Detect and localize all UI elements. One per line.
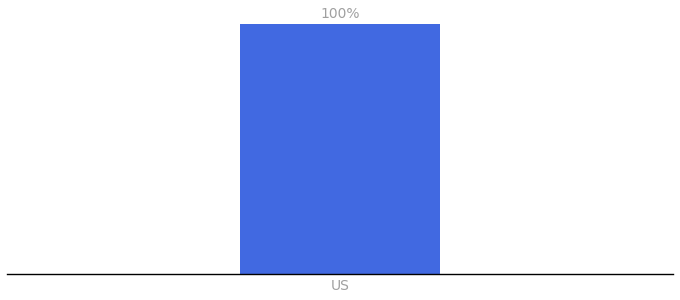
Text: 100%: 100% — [320, 7, 360, 21]
Bar — [240, 24, 440, 274]
